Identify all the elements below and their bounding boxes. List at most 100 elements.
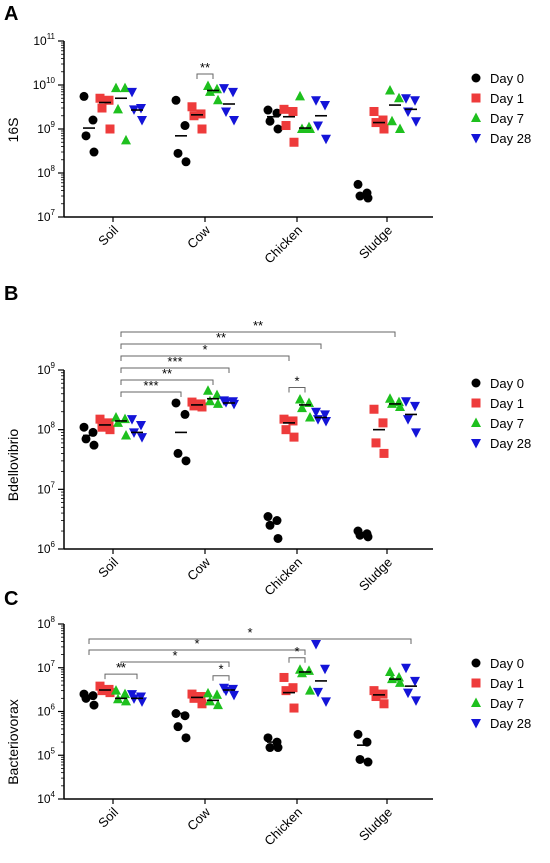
panel-c-letter: C: [4, 588, 18, 610]
data-point: [411, 117, 421, 127]
significance-label: *: [172, 648, 177, 663]
data-point: [385, 666, 395, 676]
data-point: [181, 157, 191, 167]
y-tick-label: 108: [37, 421, 55, 437]
panel-b: B Bdellovibrio: [4, 283, 21, 501]
significance-label: **: [116, 660, 126, 675]
data-point: [369, 404, 379, 414]
data-point: [281, 686, 291, 696]
data-point: [411, 428, 421, 438]
data-point: [89, 147, 99, 157]
data-point: [379, 448, 389, 458]
data-point: [369, 106, 379, 116]
data-point: [410, 401, 420, 412]
data-point: [273, 743, 283, 753]
data-point: [387, 115, 397, 126]
legend-item: Day 28: [471, 131, 531, 146]
data-point: [171, 398, 181, 408]
y-tick-label: 107: [37, 208, 55, 224]
significance-bracket: **: [120, 366, 214, 385]
significance-bracket: *: [288, 644, 306, 663]
significance-bracket: ***: [120, 354, 230, 373]
legend-item: Day 0: [471, 376, 524, 391]
legend-label: Day 28: [490, 716, 531, 731]
legend-label: Day 28: [490, 436, 531, 451]
data-point: [289, 137, 299, 147]
legend-item: Day 28: [471, 716, 531, 731]
data-point: [97, 103, 107, 113]
data-point: [173, 448, 183, 458]
legend-marker: [471, 93, 481, 103]
legend-label: Day 0: [490, 656, 524, 671]
data-point: [229, 116, 239, 126]
panel-a-letter: A: [4, 3, 18, 25]
significance-label: **: [253, 318, 263, 333]
significance-label: *: [202, 342, 207, 357]
data-point: [213, 699, 223, 710]
significance-label: ***: [143, 378, 158, 393]
significance-bracket: **: [120, 318, 396, 337]
legend-marker: [471, 112, 481, 122]
data-point: [171, 95, 181, 105]
legend-marker: [471, 378, 481, 388]
legend-marker: [471, 658, 481, 668]
data-point: [111, 685, 121, 695]
legend-label: Day 1: [490, 91, 524, 106]
data-point: [221, 107, 231, 117]
significance-label: **: [200, 60, 210, 75]
legend-marker: [471, 719, 481, 729]
data-point: [297, 402, 307, 413]
legend-label: Day 1: [490, 396, 524, 411]
y-tick-label: 107: [37, 480, 55, 496]
data-point: [88, 691, 98, 701]
data-point: [355, 191, 365, 201]
category-label-sludge: Sludge: [356, 555, 395, 594]
panel-b-letter: B: [4, 283, 18, 305]
data-point: [403, 688, 413, 699]
data-point: [228, 87, 238, 98]
data-point: [311, 96, 321, 106]
data-point: [263, 105, 273, 115]
data-point: [410, 96, 420, 106]
data-point: [395, 123, 405, 133]
data-point: [97, 422, 107, 432]
data-point: [79, 422, 89, 432]
data-point: [127, 87, 137, 98]
data-point: [320, 664, 330, 675]
panel-a-ylabel: 16S: [5, 118, 21, 143]
data-point: [410, 676, 420, 687]
y-tick-label: 108: [37, 164, 55, 180]
legend-item: Day 0: [471, 71, 524, 86]
data-point: [229, 399, 239, 410]
data-point: [203, 385, 213, 395]
significance-bracket: *: [120, 648, 230, 667]
category-label-chicken: Chicken: [261, 223, 305, 267]
data-point: [363, 193, 373, 203]
data-point: [355, 530, 365, 540]
data-point: [353, 729, 363, 739]
data-point: [229, 690, 239, 701]
panel-c-ylabel: Bacteriovorax: [5, 699, 21, 785]
data-point: [371, 692, 381, 702]
y-tick-label: 107: [37, 659, 55, 675]
legend-item: Day 7: [471, 111, 524, 126]
data-point: [289, 703, 299, 713]
data-point: [355, 754, 365, 764]
data-point: [281, 425, 291, 435]
data-point: [105, 688, 115, 698]
data-point: [273, 124, 283, 134]
data-point: [121, 429, 131, 440]
data-point: [95, 414, 105, 424]
data-point: [385, 84, 395, 95]
significance-bracket: *: [88, 636, 306, 655]
data-point: [189, 401, 199, 411]
data-point: [213, 398, 223, 408]
data-point: [313, 687, 323, 698]
data-point: [378, 115, 388, 125]
data-point: [363, 757, 373, 767]
data-point: [203, 687, 213, 698]
significance-bracket: *: [288, 374, 306, 393]
data-point: [203, 80, 213, 90]
